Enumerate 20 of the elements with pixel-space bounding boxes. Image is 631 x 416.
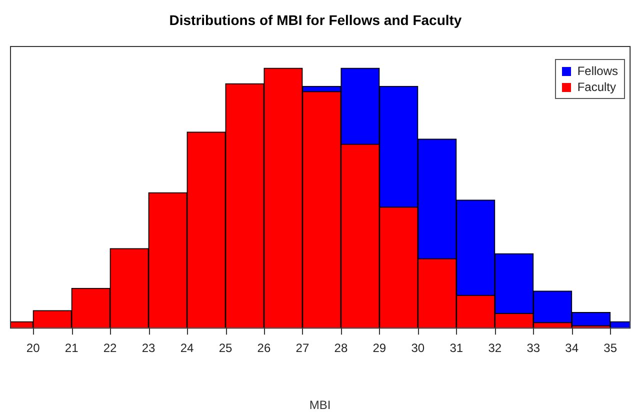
x-tick-label: 24: [180, 341, 194, 356]
x-tick-label: 23: [142, 341, 156, 356]
x-tick-label: 25: [218, 341, 232, 356]
x-tick-label: 34: [565, 341, 579, 356]
x-axis-title: MBI: [308, 398, 332, 412]
x-tick-label: 30: [411, 341, 425, 356]
x-tick-label: 26: [257, 341, 271, 356]
x-tick-label: 32: [488, 341, 502, 356]
x-tick-label: 29: [372, 341, 386, 356]
chart-title: Distributions of MBI for Fellows and Faculty: [168, 12, 463, 28]
x-tick-label: 22: [103, 341, 118, 356]
x-tick-label: 27: [296, 341, 310, 356]
legend-label: Fellows: [577, 63, 618, 79]
x-tick-label: 21: [64, 341, 79, 356]
legend-label: Faculty: [577, 79, 616, 95]
x-tick-label: 28: [334, 341, 348, 356]
x-tick-label: 33: [526, 341, 540, 356]
x-tick-label: 35: [604, 341, 618, 356]
x-tick-label: 31: [450, 341, 464, 356]
x-tick-label: 20: [26, 341, 40, 356]
